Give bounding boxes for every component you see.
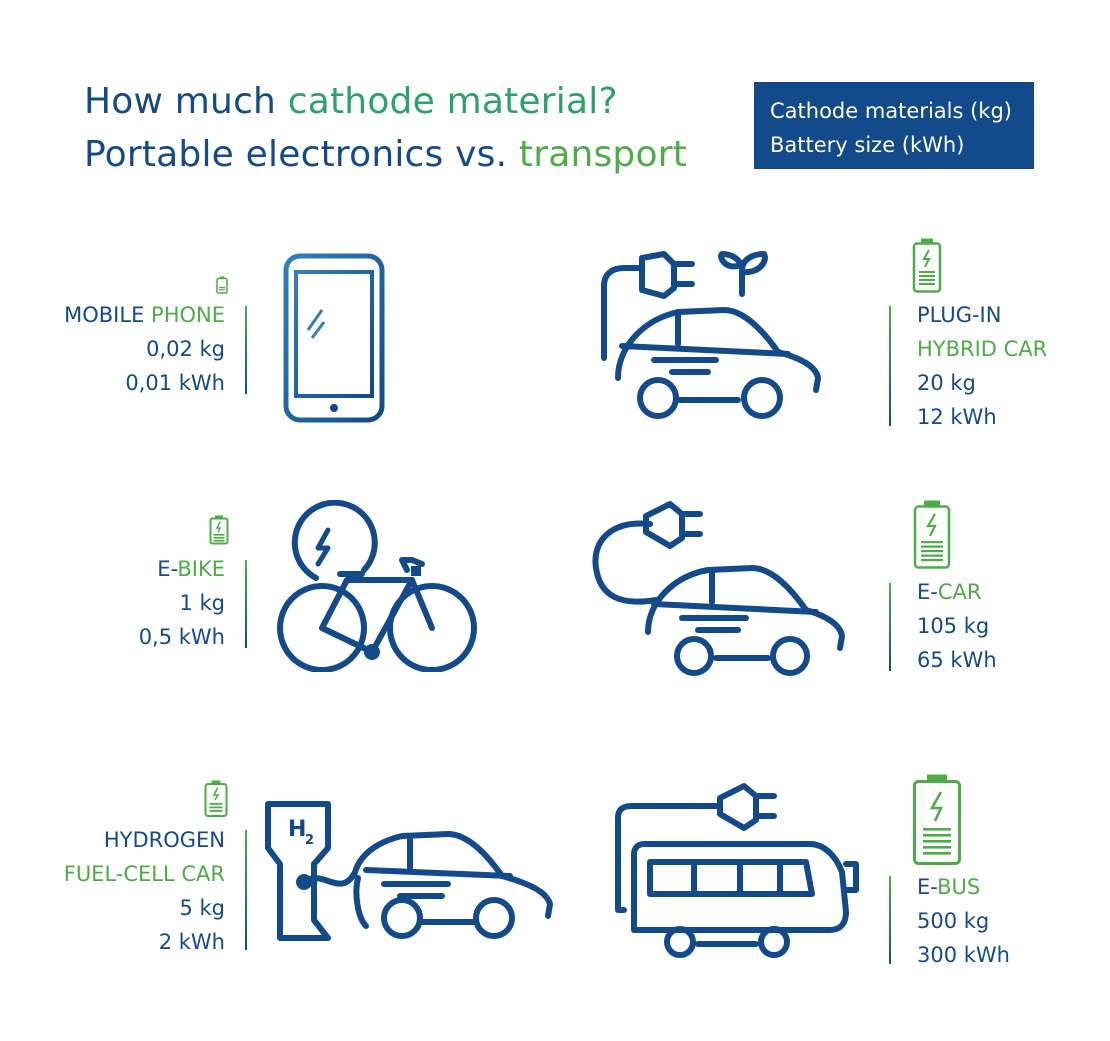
battery-icon-small — [204, 780, 228, 817]
label-hydrogen-car: HYDROGEN FUEL-CELL CAR 5 kg 2 kWh — [64, 823, 225, 959]
e-bike-icon — [277, 500, 477, 672]
item-name: MOBILE PHONE — [64, 298, 225, 332]
legend-box: Cathode materials (kg) Battery size (kWh… — [754, 82, 1034, 169]
battery-icon-large — [913, 500, 951, 569]
battery-icon-large — [912, 238, 942, 293]
item-name-part: MOBILE — [64, 303, 152, 327]
item-mass: 0,02 kg — [146, 337, 225, 361]
divider — [889, 583, 891, 671]
svg-text:2: 2 — [305, 833, 314, 848]
item-name-part: E- — [917, 875, 938, 899]
legend-battery-label: Battery size (kWh) — [770, 133, 965, 157]
item-name-part: BUS — [937, 875, 981, 899]
divider — [889, 876, 891, 964]
title-part: How much — [84, 81, 288, 122]
hydrogen-car-icon: H 2 — [265, 801, 553, 941]
label-plug-in-hybrid: PLUG-IN HYBRID CAR 20 kg 12 kWh — [917, 298, 1047, 434]
battery-icon-large — [913, 774, 961, 865]
item-energy: 0,5 kWh — [138, 625, 225, 649]
item-name: E-BIKE — [139, 552, 225, 586]
title-part: cathode material? — [287, 81, 618, 122]
item-name: PLUG-IN — [917, 303, 1002, 327]
item-energy: 12 kWh — [917, 405, 997, 429]
title-part: transport — [518, 134, 688, 175]
item-name: E-BUS — [917, 870, 1010, 904]
battery-icon-small — [216, 276, 228, 294]
item-energy: 2 kWh — [158, 930, 225, 954]
item-energy: 300 kWh — [917, 943, 1010, 967]
electric-car-icon — [592, 501, 845, 676]
divider — [245, 560, 247, 648]
label-e-bike: E-BIKE 1 kg 0,5 kWh — [139, 552, 225, 654]
item-mass: 20 kg — [917, 371, 976, 395]
item-mass: 5 kg — [179, 896, 225, 920]
item-mass: 105 kg — [917, 614, 990, 638]
item-name-part: CAR — [937, 580, 982, 604]
smartphone-icon — [283, 253, 385, 423]
item-name: E-CAR — [917, 575, 997, 609]
label-e-bus: E-BUS 500 kg 300 kWh — [917, 870, 1010, 972]
item-name: HYBRID CAR — [917, 337, 1048, 361]
item-name-part: E- — [917, 580, 938, 604]
page-title-line-2: Portable electronics vs. transport — [84, 133, 687, 177]
item-name: FUEL-CELL CAR — [63, 862, 225, 886]
item-name-part: BIKE — [177, 557, 225, 581]
item-energy: 65 kWh — [917, 648, 997, 672]
plug-in-hybrid-car-icon — [601, 251, 821, 419]
item-name-part: PHONE — [151, 303, 225, 327]
electric-bus-icon — [615, 783, 859, 958]
item-energy: 0,01 kWh — [125, 371, 225, 395]
divider — [889, 306, 891, 426]
page-title-line-1: How much cathode material? — [84, 80, 618, 124]
divider — [245, 306, 247, 394]
label-e-car: E-CAR 105 kg 65 kWh — [917, 575, 997, 677]
item-mass: 1 kg — [179, 591, 225, 615]
title-part: Portable electronics vs. — [84, 134, 519, 175]
item-mass: 500 kg — [917, 909, 990, 933]
battery-icon-small — [209, 515, 229, 545]
divider — [245, 830, 247, 950]
legend-cathode-label: Cathode materials (kg) — [770, 99, 1012, 123]
svg-text:H: H — [288, 817, 306, 842]
item-name: HYDROGEN — [103, 828, 225, 852]
label-mobile-phone: MOBILE PHONE 0,02 kg 0,01 kWh — [64, 298, 225, 400]
item-name-part: E- — [157, 557, 178, 581]
